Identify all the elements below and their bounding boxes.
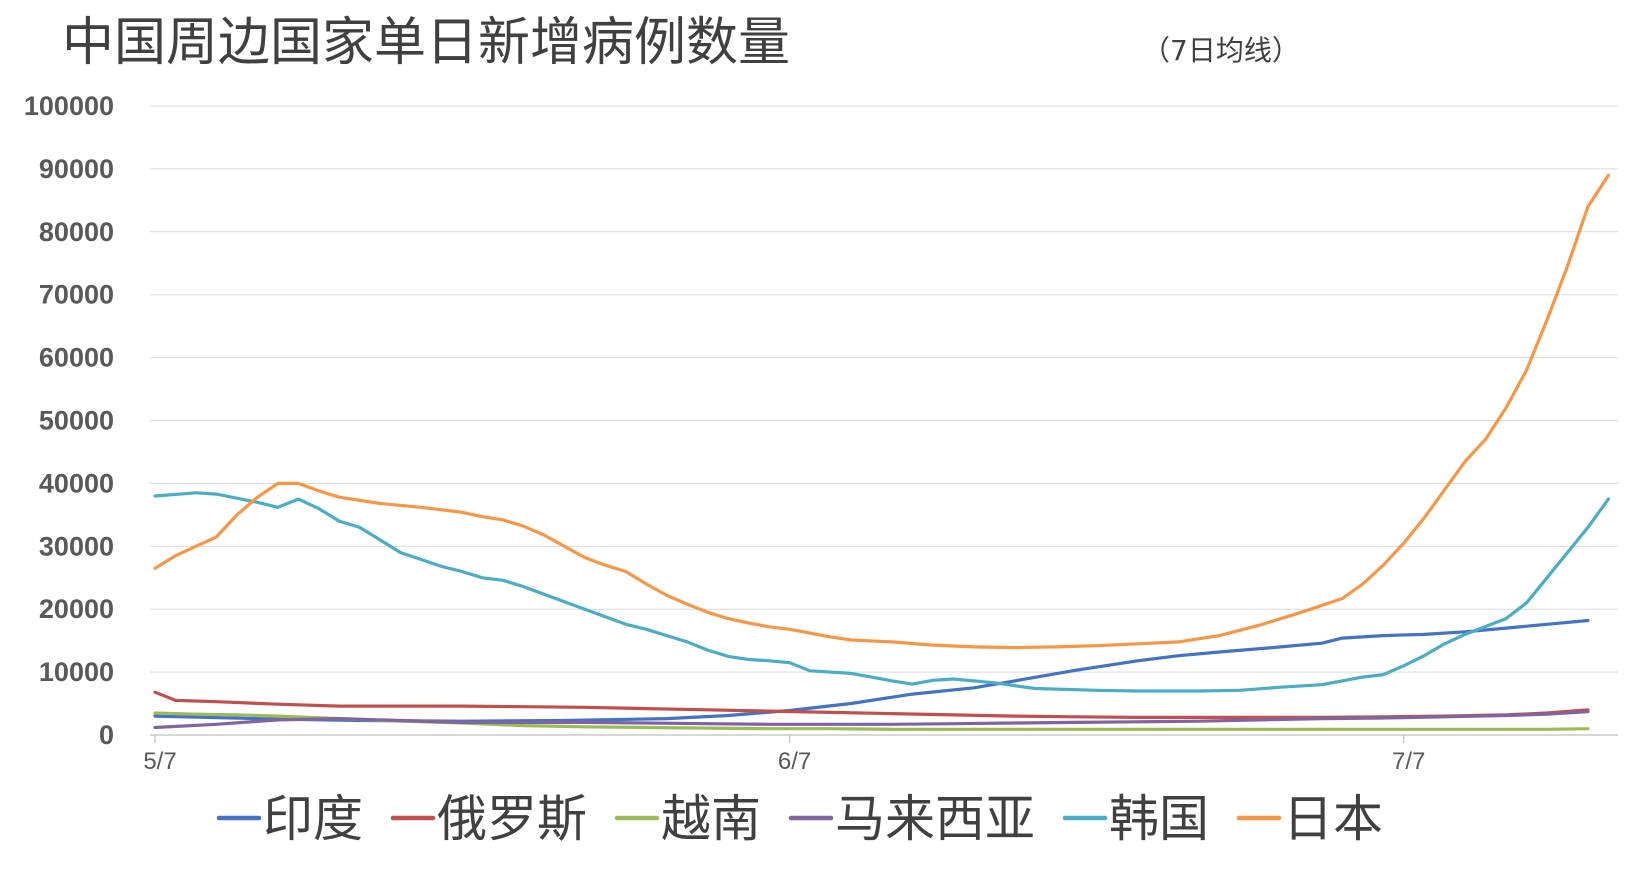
chart-title: 中国周边国家单日新增病例数量 — [62, 13, 790, 73]
y-tick-label: 60000 — [39, 343, 114, 373]
legend-label: 韩国 — [1109, 790, 1209, 848]
series-line-俄罗斯 — [153, 690, 1590, 720]
y-tick-label: 30000 — [39, 531, 114, 561]
y-axis-ticks: 0 10000 20000 30000 40000 50000 60000 70000 8000… — [24, 91, 114, 750]
legend-label: 印度 — [263, 790, 363, 848]
legend: 印度 俄罗斯 越南 马来西亚 韩国 日本 — [216, 790, 1383, 848]
chart-subtitle: （7日均线） — [1142, 34, 1300, 67]
x-tick-label: 5/7 — [143, 748, 176, 775]
y-tick-label: 80000 — [39, 217, 114, 247]
y-tick-label: 100000 — [24, 91, 114, 121]
y-tick-label: 90000 — [39, 154, 114, 184]
legend-label: 俄罗斯 — [437, 790, 587, 848]
legend-label: 马来西亚 — [835, 790, 1035, 848]
series-line-日本 — [153, 173, 1611, 650]
x-axis: 5/7 6/7 7/7 — [143, 734, 1618, 775]
series-line-马来西亚 — [153, 710, 1590, 730]
x-tick-label: 7/7 — [1392, 748, 1425, 775]
series-line-韩国 — [153, 491, 1611, 693]
y-tick-label: 0 — [99, 720, 114, 750]
series-line-印度 — [153, 618, 1590, 723]
y-tick-label: 70000 — [39, 280, 114, 310]
chart-title-main: 中国周边国家单日新增病例数量 — [62, 13, 790, 73]
y-tick-label: 40000 — [39, 468, 114, 498]
legend-label: 日本 — [1283, 790, 1383, 848]
y-tick-label: 50000 — [39, 406, 114, 436]
gridlines — [150, 105, 1618, 673]
x-tick-label: 6/7 — [778, 748, 811, 775]
y-tick-label: 10000 — [39, 657, 114, 687]
legend-label: 越南 — [661, 790, 761, 848]
y-tick-label: 20000 — [39, 594, 114, 624]
series-lines — [153, 173, 1611, 731]
